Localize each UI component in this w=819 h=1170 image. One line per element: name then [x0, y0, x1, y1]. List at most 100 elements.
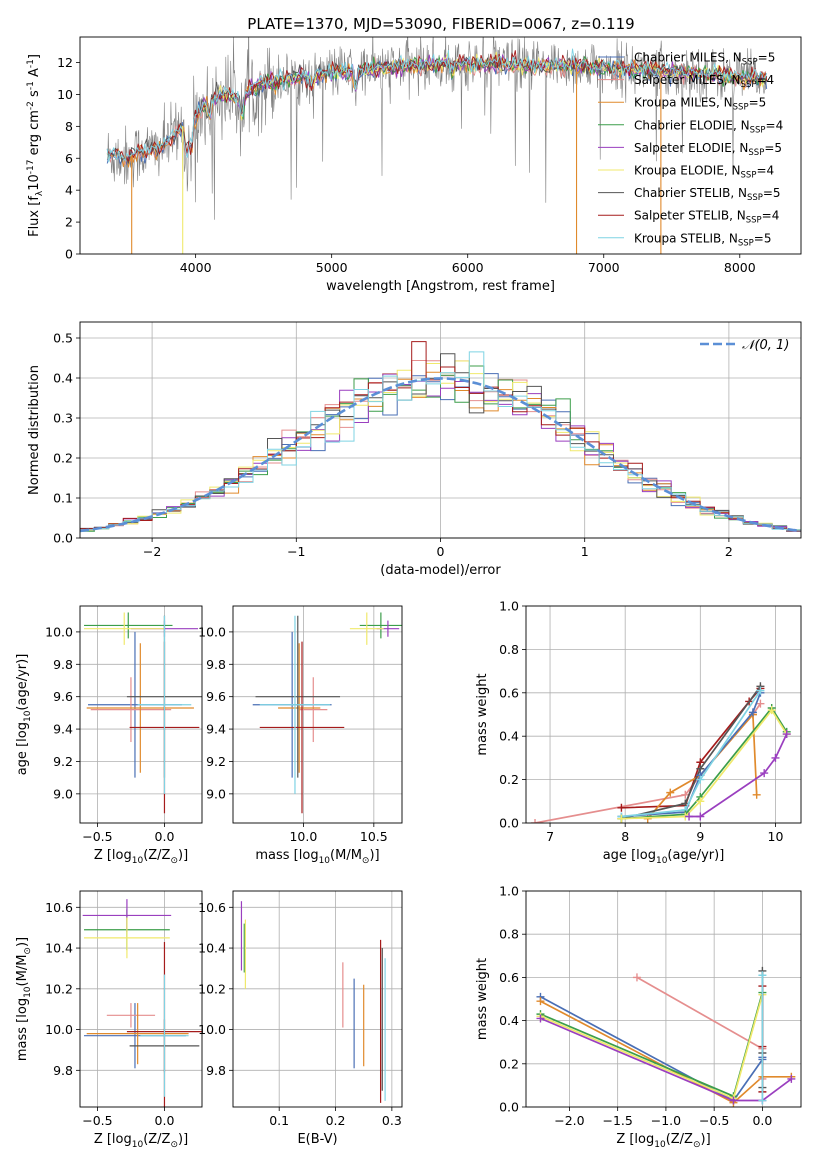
x-tick-label: 7: [546, 829, 554, 844]
y-tick-label: 9.2: [53, 754, 73, 769]
legend-sub: SSP: [738, 238, 754, 248]
normal-legend-label: 𝒩(0, 1): [742, 338, 789, 353]
y-tick-label: 0.6: [499, 685, 519, 700]
x-tick-label: 6000: [452, 260, 484, 275]
age_vs_mass-axes: 10.0 10.5 9.0 9.2 9.4 9.6 9.8 10.0 mass [log10(M…: [198, 606, 402, 866]
mass-weight-marker-salpeter_elodie: [729, 1096, 738, 1105]
x-tick-label: 0: [437, 544, 445, 559]
legend-entry: Chabrier STELIB, NSSP=5: [634, 186, 781, 203]
mass-weight-marker-kroupa_stelib: [756, 686, 765, 695]
x-tick-label: −2: [143, 544, 161, 559]
y-tick-label: 10.4: [198, 941, 226, 956]
y-tick-label: 0.4: [53, 371, 73, 386]
y-tick-label: 1.0: [499, 599, 519, 614]
y-tick-label: 0: [65, 247, 73, 262]
legend-entry: Salpeter MILES, NSSP=4: [634, 73, 774, 90]
y-axis-label: age [log10(age/yr)]: [15, 654, 33, 776]
x-tick-label: −0.5: [699, 1113, 729, 1128]
legend-text: Kroupa STELIB, N: [634, 231, 738, 245]
legend-sub: SSP: [733, 103, 749, 113]
x-tick-label: 9: [696, 829, 704, 844]
legend-text: Chabrier STELIB, N: [634, 186, 747, 200]
massweight_vs_age-axes: 7 8 9 10 0.0 0.2 0.4 0.6 0.8 1.0 age [log10(age/yr…: [475, 599, 801, 866]
legend-sub: SSP: [741, 171, 757, 181]
x-axis-label: E(B-V): [297, 1132, 337, 1147]
y-tick-label: 9.8: [206, 1063, 226, 1078]
legend-sub: SSP: [750, 125, 766, 135]
mass-weight-marker-kroupa_miles: [666, 788, 675, 797]
y-tick-label: 0.1: [53, 491, 73, 506]
massweight_vs_Z-axes: −2.0 −1.5 −1.0 −0.5 0.0 0.0 0.2 0.4 0.6 0.8 1.0 Z […: [475, 884, 801, 1150]
legend-sub: SSP: [746, 216, 762, 226]
x-tick-label: −0.5: [82, 1113, 112, 1128]
figure-title: PLATE=1370, MJD=53090, FIBERID=0067, z=0…: [247, 15, 634, 33]
y-tick-label: 0.3: [53, 411, 73, 426]
legend-entry: Kroupa ELODIE, NSSP=4: [634, 164, 774, 181]
mass_vs_Z-frame: [79, 890, 203, 1108]
x-axis-label: (data-model)/error: [380, 563, 501, 578]
y-tick-label: 0.2: [499, 772, 519, 787]
x-axis-label: Z [log10(Z/Z⊙)]: [616, 1132, 710, 1150]
legend-entry: Salpeter ELODIE, NSSP=5: [634, 141, 782, 158]
legend-entry: Chabrier ELODIE, NSSP=4: [634, 118, 783, 135]
x-tick-label: −1.5: [602, 1113, 632, 1128]
y-tick-label: 0.8: [499, 927, 519, 942]
y-tick-label: 10.0: [198, 1022, 226, 1037]
mass-weight-marker-kroupa_stelib: [758, 971, 767, 980]
legend-tail: =5: [754, 231, 772, 245]
y-tick-label: 10.2: [198, 981, 226, 996]
mass-weight-marker-kroupa_elodie: [696, 797, 705, 806]
legend-tail: =4: [762, 209, 780, 223]
x-tick-label: −1: [287, 544, 305, 559]
y-tick-label: 0.0: [499, 1100, 519, 1115]
mass_vs_EBV-axes: 0.1 0.2 0.3 9.8 10.0 10.2 10.4 10.6 E(B-V): [198, 891, 402, 1147]
legend-tail: =5: [749, 96, 767, 110]
x-tick-label: −1.0: [651, 1113, 681, 1128]
x-tick-label: 0.0: [752, 1113, 772, 1128]
residuals-frame: [79, 321, 802, 539]
x-axis-label: Z [log10(Z/Z⊙)]: [94, 1132, 188, 1150]
mass-weight-line-chabrier_miles: [540, 996, 764, 1102]
x-tick-label: 4000: [180, 260, 212, 275]
legend-sub: SSP: [747, 193, 763, 203]
mass-weight-marker-salpeter_elodie: [685, 812, 694, 821]
legend-sub: SSP: [748, 148, 764, 158]
x-tick-label: 0.1: [269, 1113, 289, 1128]
spectrum-frame: [79, 36, 802, 255]
mass-weight-marker-salpeter_elodie: [771, 753, 780, 762]
x-tick-label: 0.0: [155, 1113, 175, 1128]
legend-text: Salpeter MILES, N: [634, 73, 741, 87]
y-tick-label: 10.6: [45, 900, 73, 915]
y-tick-label: 10.0: [45, 1022, 73, 1037]
legend-text: Chabrier MILES, N: [634, 51, 742, 65]
y-axis-label: mass weight: [475, 958, 490, 1040]
y-tick-label: 2: [65, 215, 73, 230]
mass-weight-line-chabrier_stelib: [621, 685, 762, 820]
y-tick-label: 9.6: [53, 689, 73, 704]
legend-tail: =4: [756, 164, 774, 178]
mass-weight-marker-salpeter_miles: [632, 973, 641, 982]
x-tick-label: 10: [768, 829, 784, 844]
x-tick-label: −0.5: [82, 829, 112, 844]
x-tick-label: 0.2: [326, 1113, 346, 1128]
y-tick-label: 6: [65, 151, 73, 166]
y-tick-label: 12: [57, 55, 73, 70]
y-tick-label: 9.4: [206, 722, 226, 737]
mass-weight-marker-salpeter_elodie: [696, 812, 705, 821]
y-axis-label: Flux [fλ10-17 erg cm-2 s-1 A-1]: [26, 54, 45, 237]
x-tick-label: 8: [621, 829, 629, 844]
x-axis-label: Z [log10(Z/Z⊙)]: [94, 848, 188, 866]
y-tick-label: 10.0: [198, 624, 226, 639]
mass-weight-line-kroupa_elodie: [540, 994, 764, 1100]
mass-weight-line-chabrier_elodie: [540, 992, 764, 1098]
age_vs_mass-frame: [232, 605, 403, 824]
mass-weight-marker-salpeter_stelib: [617, 803, 626, 812]
mass-weight-marker-salpeter_miles: [531, 819, 540, 823]
y-axis-label: mass weight: [475, 673, 490, 755]
mass-weight-marker-salpeter_elodie: [760, 769, 769, 778]
legend-tail: =5: [758, 51, 776, 65]
legend-text: Kroupa MILES, N: [634, 96, 733, 110]
mass-weight-marker-kroupa_elodie: [767, 706, 776, 715]
